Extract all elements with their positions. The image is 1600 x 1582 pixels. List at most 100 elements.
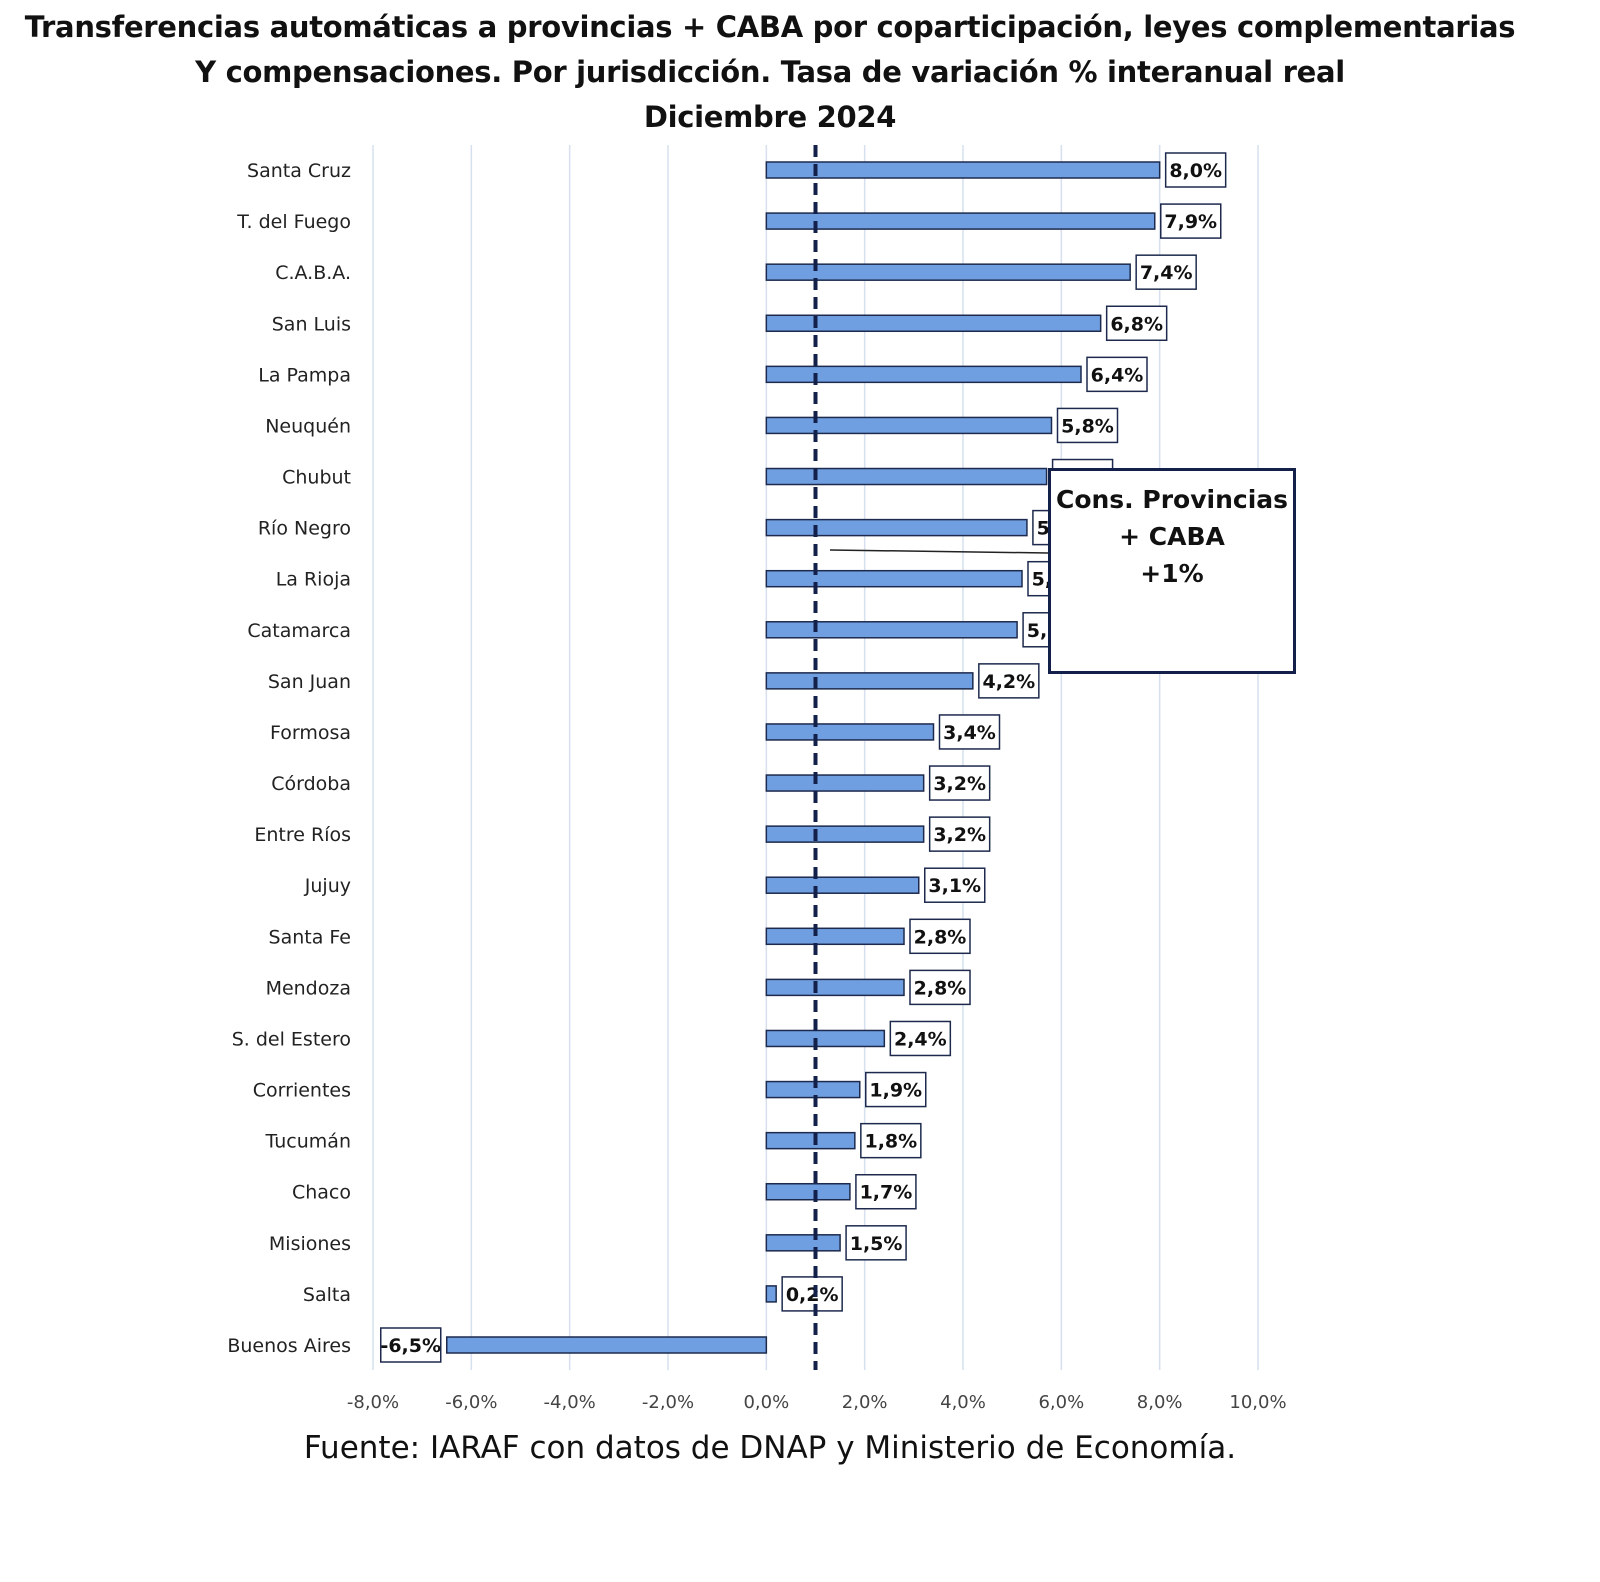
data-label-box <box>781 1276 843 1312</box>
x-tick-label: -2,0% <box>642 1392 694 1413</box>
data-label-box <box>845 1225 907 1261</box>
data-label: 4,2% <box>982 671 1035 693</box>
bar <box>765 314 1102 333</box>
data-label-box <box>889 1020 952 1057</box>
data-label: 3,4% <box>943 722 996 744</box>
bar <box>765 1131 856 1150</box>
category-label: Corrientes <box>253 1080 351 1102</box>
data-label-box <box>978 663 1040 699</box>
data-label: 8,0% <box>1169 160 1222 182</box>
category-label: La Pampa <box>258 364 351 386</box>
category-label: T. del Fuego <box>236 211 351 233</box>
bar <box>765 876 920 894</box>
chart-title-line-1: Transferencias automáticas a provincias … <box>24 10 1516 44</box>
category-label: Tucumán <box>265 1131 351 1153</box>
bar <box>765 723 935 741</box>
bar <box>765 416 1053 435</box>
data-label-box <box>1086 356 1148 393</box>
data-label: 1,8% <box>864 1131 917 1153</box>
bar <box>765 825 925 843</box>
data-label-box <box>924 867 986 903</box>
category-label: La Rioja <box>276 569 351 591</box>
category-label: Santa Cruz <box>247 160 351 182</box>
data-label: 3,1% <box>928 875 981 897</box>
category-label: Salta <box>303 1284 351 1306</box>
bar <box>765 212 1156 230</box>
category-label: Mendoza <box>266 977 351 999</box>
data-label: 6,4% <box>1091 364 1144 386</box>
category-label: Formosa <box>270 722 351 744</box>
category-label: Entre Ríos <box>254 824 351 846</box>
category-label: Córdoba <box>271 773 351 795</box>
annotation-leader-line <box>829 549 1049 554</box>
category-label: Neuquén <box>265 415 351 437</box>
data-label-box <box>909 918 971 955</box>
data-label-box <box>1105 305 1168 342</box>
bar <box>765 1029 886 1048</box>
bar <box>765 263 1131 281</box>
category-label: C.A.B.A. <box>275 262 351 284</box>
data-label: 2,4% <box>894 1028 947 1050</box>
data-label: 0,2% <box>786 1284 839 1306</box>
data-label: 1,7% <box>860 1182 913 1204</box>
data-label: 3,2% <box>933 773 986 795</box>
x-tick-label: -4,0% <box>544 1392 596 1413</box>
data-label: 1,9% <box>869 1080 922 1102</box>
category-label: Buenos Aires <box>227 1335 351 1357</box>
bar <box>765 621 1018 639</box>
data-label-box <box>1056 407 1119 444</box>
data-label-box <box>928 765 991 801</box>
annotation-line-3: +1% <box>1140 559 1204 588</box>
bar <box>765 672 974 690</box>
data-label: 2,8% <box>914 977 967 999</box>
category-label: San Luis <box>272 313 351 335</box>
bar <box>765 978 905 997</box>
data-label: 7,4% <box>1140 262 1193 284</box>
data-label: -6,5% <box>380 1335 441 1357</box>
annotation-line-2: + CABA <box>1119 522 1225 551</box>
data-label-box <box>938 714 1001 750</box>
category-label: Chaco <box>292 1182 351 1204</box>
x-tick-label: -8,0% <box>347 1392 399 1413</box>
x-tick-label: -6,0% <box>445 1392 497 1413</box>
data-label-box <box>860 1122 922 1159</box>
x-tick-label: 8,0% <box>1137 1392 1183 1413</box>
x-tick-label: 2,0% <box>842 1392 888 1413</box>
category-label: Santa Fe <box>269 926 351 948</box>
data-label: 6,8% <box>1110 313 1163 335</box>
annotation-box: Cons. Provincias + CABA +1% <box>1048 468 1296 674</box>
annotation-line-1: Cons. Provincias <box>1055 485 1289 514</box>
category-label: Misiones <box>269 1233 351 1255</box>
chart-title-line-3: Diciembre 2024 <box>643 100 897 134</box>
data-label: 1,5% <box>850 1233 903 1255</box>
data-label: 5,8% <box>1061 415 1114 437</box>
category-label: Chubut <box>282 467 351 489</box>
data-label-box <box>1135 254 1197 290</box>
x-tick-label: 10,0% <box>1229 1392 1286 1413</box>
source-note: Fuente: IARAF con datos de DNAP y Minist… <box>303 1430 1237 1466</box>
bar <box>765 467 1048 486</box>
x-tick-label: 6,0% <box>1038 1392 1084 1413</box>
chart-title-line-2: Y compensaciones. Por jurisdicción. Tasa… <box>195 55 1345 89</box>
category-label: Jujuy <box>304 875 351 897</box>
bar <box>446 1336 768 1354</box>
x-tick-label: 0,0% <box>743 1392 789 1413</box>
bar <box>765 1234 841 1252</box>
bar <box>765 161 1161 179</box>
data-label-box <box>380 1327 442 1363</box>
data-label-box <box>1164 152 1227 188</box>
data-label-box <box>1160 203 1222 239</box>
bar <box>765 1182 851 1201</box>
data-label-box <box>928 816 991 852</box>
data-label-box <box>865 1071 927 1108</box>
bar <box>765 927 905 946</box>
data-label: 7,9% <box>1164 211 1217 233</box>
data-label: 3,2% <box>933 824 986 846</box>
bar <box>765 569 1023 588</box>
bar <box>765 1080 861 1099</box>
bar <box>765 774 925 792</box>
category-label: San Juan <box>268 671 351 693</box>
category-label: Catamarca <box>247 620 351 642</box>
